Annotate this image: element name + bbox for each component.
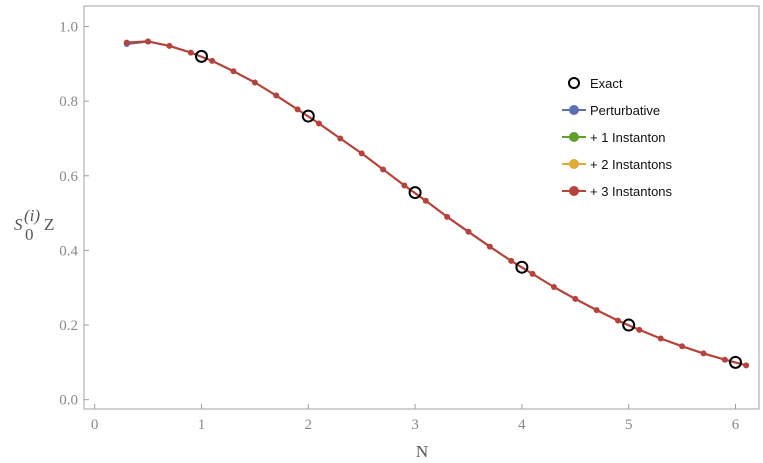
y-tick-label: 0.0 xyxy=(59,393,78,409)
legend-marker-2-instantons xyxy=(569,159,579,169)
plot-frame xyxy=(83,5,760,410)
data-point-exact xyxy=(408,186,422,200)
x-tick-label: 6 xyxy=(732,417,740,433)
data-point-3-instantons xyxy=(593,307,600,314)
data-point-3-instantons xyxy=(294,106,301,113)
legend-marker-1-instanton xyxy=(569,132,579,142)
legend-label-1-instanton: + 1 Instanton xyxy=(590,130,666,145)
data-point-3-instantons xyxy=(315,120,322,127)
y-tick-label: 0.6 xyxy=(59,169,78,185)
legend-label-exact: Exact xyxy=(590,76,623,91)
x-tick-label: 2 xyxy=(305,417,313,433)
y-label-suffix: Z xyxy=(44,215,54,234)
data-point-3-instantons xyxy=(251,79,258,86)
data-point-3-instantons xyxy=(145,38,152,45)
y-tick-label: 0.8 xyxy=(59,94,78,110)
data-point-3-instantons xyxy=(508,257,515,264)
data-point-3-instantons xyxy=(657,335,664,342)
x-axis: 0 1 2 3 4 5 6 xyxy=(91,404,740,433)
x-tick-label: 5 xyxy=(625,417,633,433)
y-label-subscript: 0 xyxy=(25,225,34,244)
legend-marker-perturbative xyxy=(569,105,579,115)
data-point-3-instantons xyxy=(700,350,707,357)
plot-area xyxy=(123,38,750,369)
data-point-exact xyxy=(301,109,315,123)
data-point-3-instantons xyxy=(123,39,130,46)
data-point-3-instantons xyxy=(743,362,750,369)
legend-marker-exact xyxy=(568,77,580,89)
data-point-3-instantons xyxy=(337,135,344,142)
legend-label-perturbative: Perturbative xyxy=(590,103,660,118)
data-point-3-instantons xyxy=(636,326,643,333)
series-line-3-instantons xyxy=(126,40,747,367)
legend: Exact Perturbative + 1 Instanton + 2 Instan… xyxy=(562,76,673,199)
legend-marker-3-instantons xyxy=(569,186,579,196)
data-point-3-instantons xyxy=(273,92,280,99)
y-tick-label: 0.4 xyxy=(59,243,78,259)
data-point-3-instantons xyxy=(615,317,622,324)
data-point-3-instantons xyxy=(529,270,536,277)
x-tick-label: 3 xyxy=(411,417,419,433)
legend-label-3-instantons: + 3 Instantons xyxy=(590,184,673,199)
data-point-3-instantons xyxy=(187,49,194,56)
legend-label-2-instantons: + 2 Instantons xyxy=(590,157,673,172)
data-point-3-instantons xyxy=(358,150,365,157)
data-point-3-instantons xyxy=(422,197,429,204)
data-point-exact xyxy=(194,49,208,63)
data-point-3-instantons xyxy=(550,283,557,290)
x-tick-label: 0 xyxy=(91,417,99,433)
y-axis-label: S 0 (i) Z xyxy=(14,206,54,244)
y-label-superscript: (i) xyxy=(24,206,40,225)
y-label-base: S xyxy=(14,215,23,234)
x-tick-label: 4 xyxy=(518,417,526,433)
data-point-3-instantons xyxy=(230,68,237,75)
y-tick-label: 1.0 xyxy=(59,20,78,36)
data-point-exact xyxy=(515,260,529,274)
data-point-3-instantons xyxy=(444,213,451,220)
data-point-3-instantons xyxy=(679,343,686,350)
y-tick-label: 0.2 xyxy=(59,318,78,334)
data-point-3-instantons xyxy=(401,182,408,189)
data-point-exact xyxy=(729,355,743,369)
y-axis: 0.0 0.2 0.4 0.6 0.8 1.0 xyxy=(59,20,89,409)
data-point-3-instantons xyxy=(209,57,216,64)
data-point-3-instantons xyxy=(572,295,579,302)
data-point-3-instantons xyxy=(486,243,493,250)
data-point-3-instantons xyxy=(380,166,387,173)
data-point-3-instantons xyxy=(465,228,472,235)
x-tick-label: 1 xyxy=(198,417,206,433)
data-point-3-instantons xyxy=(166,42,173,49)
data-point-3-instantons xyxy=(721,356,728,363)
x-axis-label: N xyxy=(416,442,428,461)
data-point-exact xyxy=(622,318,636,332)
